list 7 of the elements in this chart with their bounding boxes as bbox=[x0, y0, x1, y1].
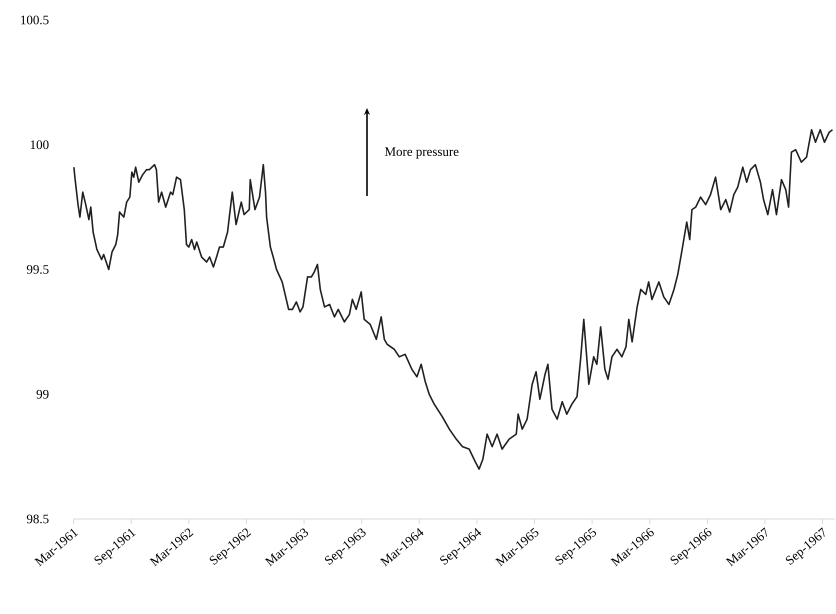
annotation: More pressure bbox=[384, 147, 459, 159]
y-tick-label: 99 bbox=[36, 390, 49, 399]
line-series bbox=[73, 128, 834, 470]
y-tick-label: 99.5 bbox=[26, 265, 49, 274]
y-tick-label: 100 bbox=[30, 140, 49, 150]
y-tick-label: 100.5 bbox=[21, 16, 49, 24]
y-tick-label: 98.5 bbox=[26, 514, 49, 524]
